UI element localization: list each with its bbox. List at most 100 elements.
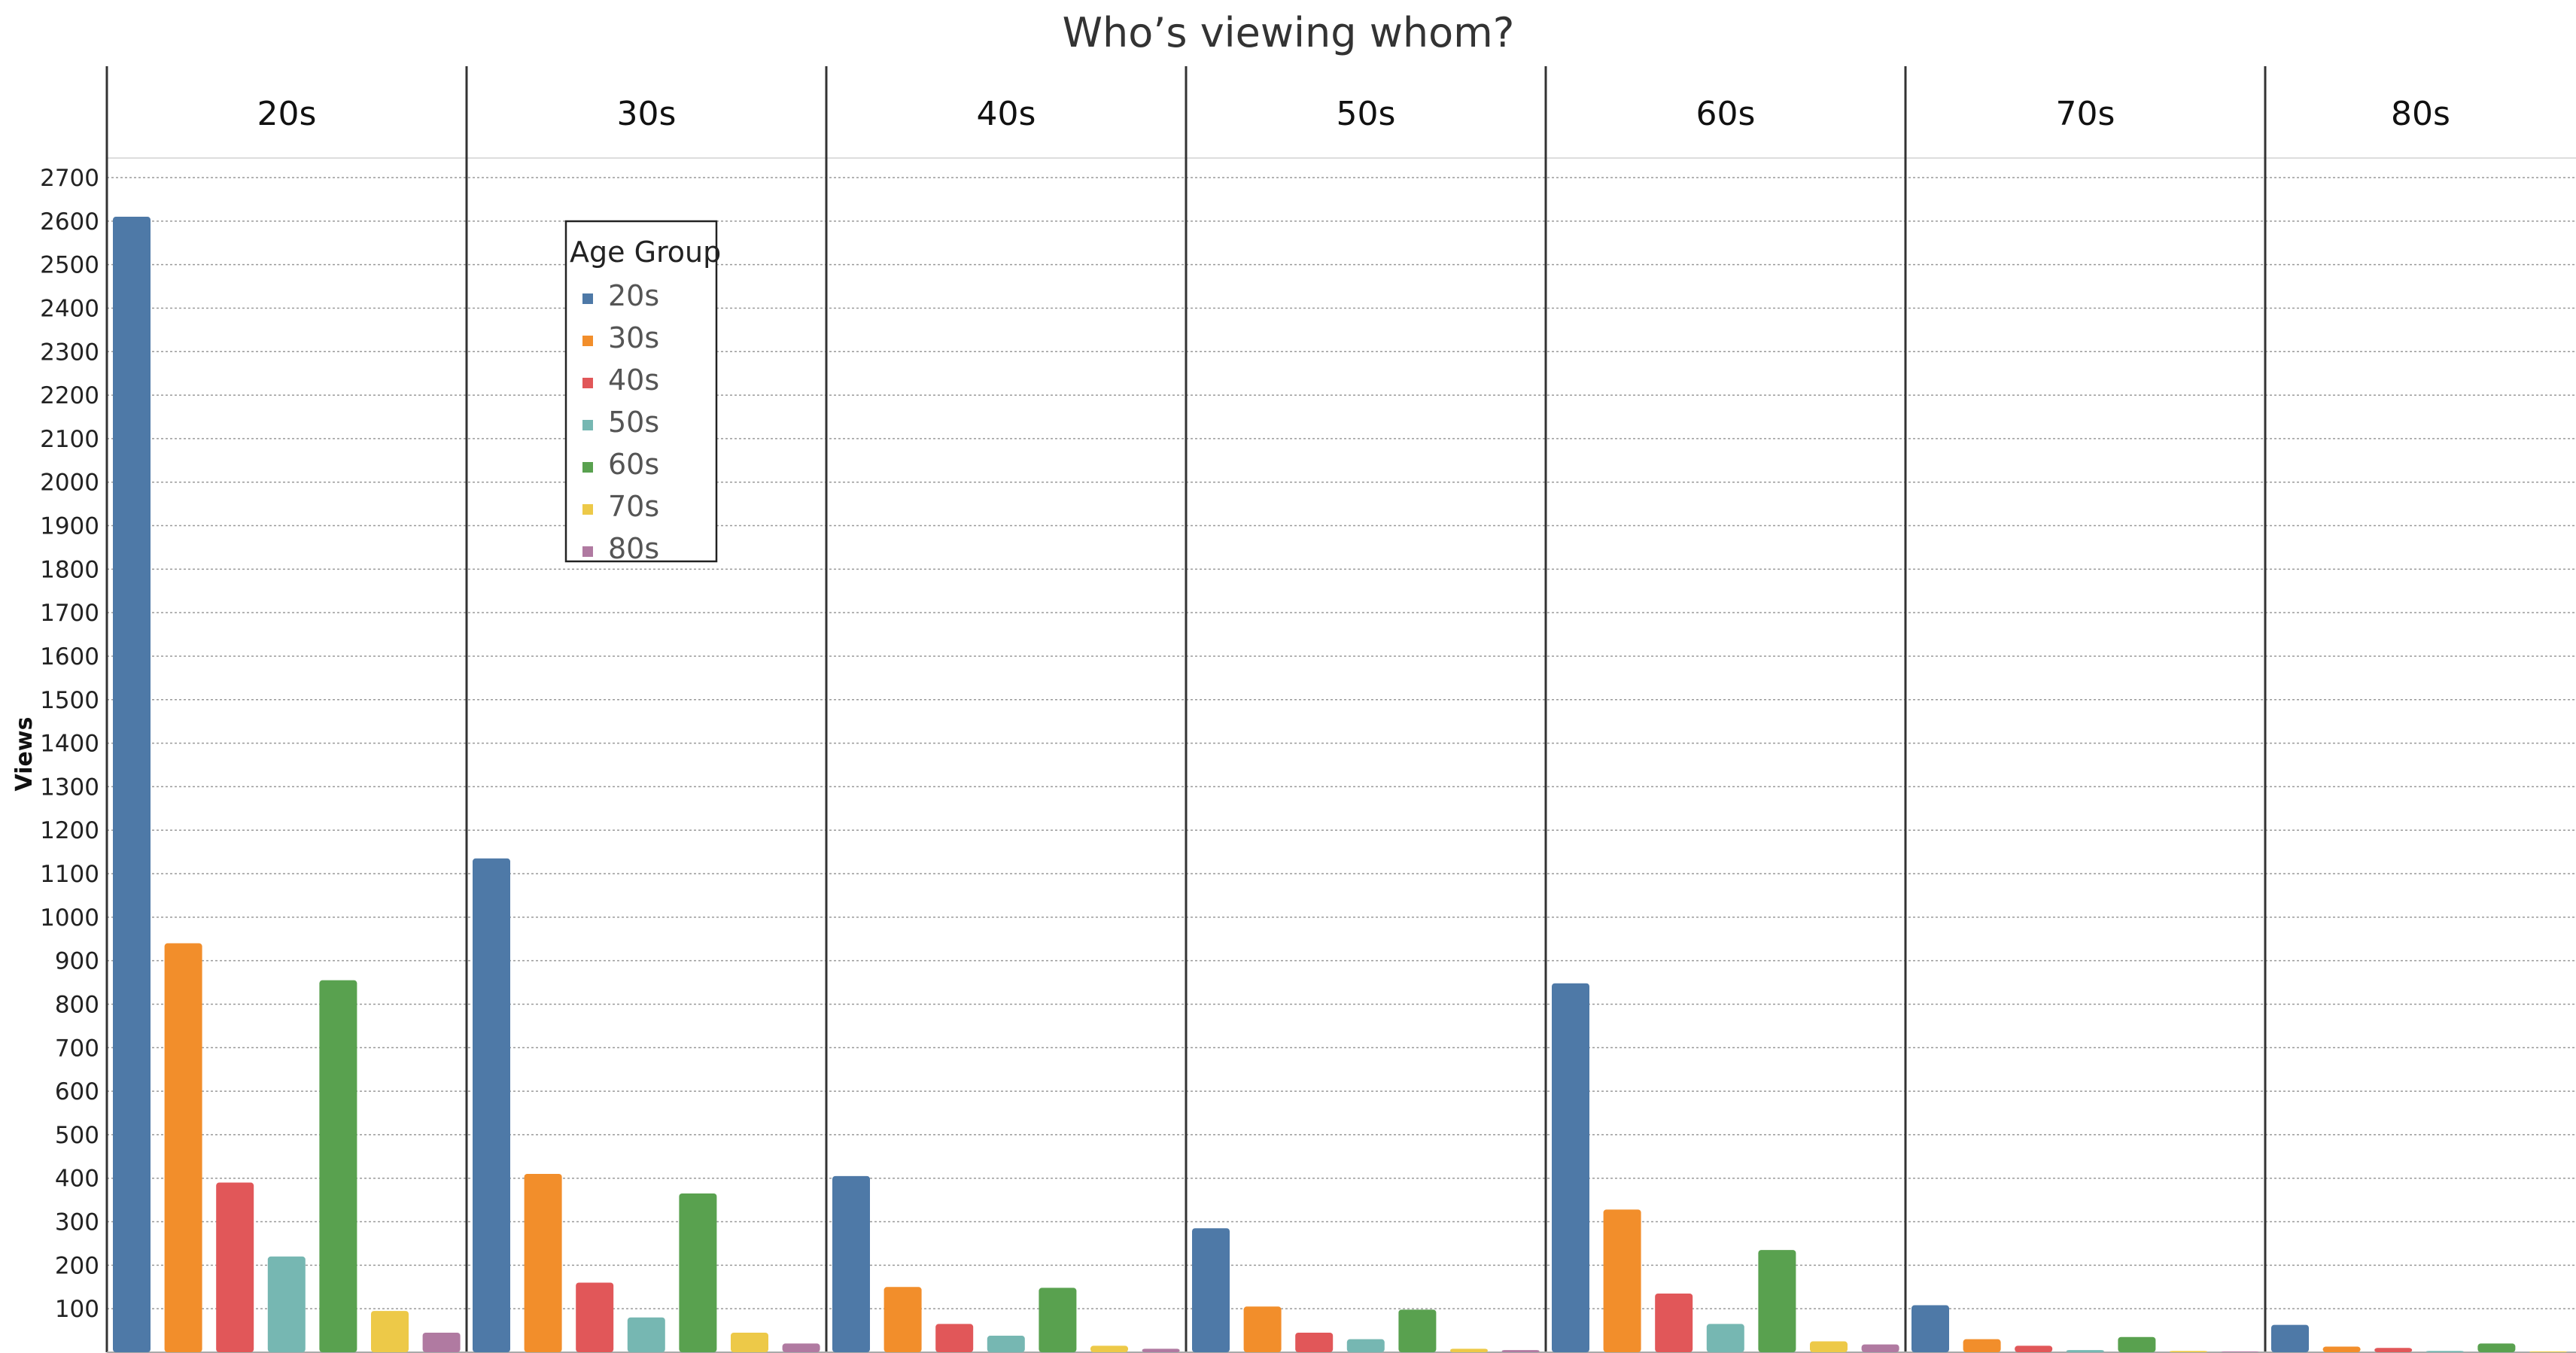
y-tick-label: 2000 [40, 470, 99, 497]
bar [782, 1343, 820, 1352]
bar [2170, 1351, 2207, 1352]
bar [832, 1175, 870, 1352]
y-tick-label: 800 [55, 991, 99, 1018]
bar [1911, 1305, 1949, 1352]
bar [884, 1287, 922, 1352]
legend-swatch [582, 504, 593, 515]
panels: 20s 30s 40s 50s 60s 70s 80s [105, 66, 2576, 1353]
legend-swatch [582, 462, 593, 473]
bar [1603, 1209, 1641, 1352]
y-tick-label: 2500 [40, 252, 99, 279]
y-tick-label: 1600 [40, 643, 99, 670]
bar [422, 1332, 461, 1352]
y-tick-label: 2300 [40, 339, 99, 366]
bar [473, 858, 510, 1352]
bar [371, 1311, 409, 1352]
legend-swatch [582, 420, 593, 430]
y-tick-label: 1400 [40, 731, 99, 758]
y-tick-label: 600 [55, 1078, 99, 1105]
legend-label: 70s [608, 490, 659, 523]
bar [731, 1332, 768, 1352]
bar [1090, 1345, 1128, 1352]
y-tick-label: 400 [55, 1166, 99, 1193]
y-tick-label: 1200 [40, 817, 99, 844]
bar [2425, 1351, 2464, 1352]
legend-swatch [582, 378, 593, 388]
bar [1039, 1288, 1077, 1352]
legend: Age Group 20s 30s 40s 50s 60s 70s 80s [564, 220, 721, 565]
bar [935, 1324, 974, 1352]
y-tick-label: 1000 [40, 905, 99, 932]
bar [627, 1317, 665, 1352]
bar [1758, 1250, 1796, 1352]
bar [267, 1256, 306, 1352]
legend-label: 20s [608, 279, 659, 312]
y-tick-label: 200 [55, 1252, 99, 1279]
panel-label: 80s [2391, 95, 2450, 133]
bar [2221, 1351, 2259, 1352]
bar [1963, 1339, 2001, 1352]
bar [2322, 1346, 2361, 1352]
bar [576, 1282, 614, 1352]
bar [1552, 983, 1589, 1352]
y-tick-label: 1900 [40, 513, 99, 540]
bar [1861, 1344, 1899, 1352]
y-tick-label: 1800 [40, 556, 99, 583]
bar [1398, 1309, 1437, 1352]
legend-label: 60s [608, 448, 659, 481]
bar [1501, 1350, 1540, 1352]
legend-label: 30s [608, 321, 659, 354]
bar [319, 980, 357, 1352]
bar [1243, 1306, 1282, 1352]
y-tick-label: 2700 [40, 165, 99, 192]
bar [1450, 1348, 1488, 1352]
bar [524, 1173, 562, 1352]
legend-label: 40s [608, 363, 659, 397]
y-tick-label: 1100 [40, 861, 99, 888]
y-tick-label: 2100 [40, 426, 99, 453]
bar [2015, 1345, 2053, 1352]
y-axis-ticks: 100 200 300 400 500 600 700 800 900 1000 1100 1200 1… [40, 165, 99, 1323]
y-tick-label: 1300 [40, 774, 99, 801]
legend-label: 80s [608, 532, 659, 565]
y-axis-label: Views [11, 717, 38, 792]
y-tick-label: 300 [55, 1209, 99, 1236]
bar [1706, 1324, 1744, 1352]
bar [1346, 1339, 1385, 1352]
panel-label: 40s [977, 95, 1036, 133]
y-tick-label: 2400 [40, 295, 99, 322]
bar [1810, 1341, 1848, 1352]
bar [1142, 1348, 1180, 1352]
bar [2477, 1343, 2516, 1352]
panel-label: 70s [2056, 95, 2115, 133]
bar [987, 1336, 1025, 1352]
panel-label: 30s [617, 95, 677, 133]
y-tick-label: 1500 [40, 687, 99, 714]
panel-label: 60s [1696, 95, 1756, 133]
y-tick-label: 500 [55, 1122, 99, 1149]
y-tick-label: 2600 [40, 208, 99, 236]
bar [113, 217, 151, 1352]
bar [216, 1182, 254, 1352]
bar [164, 943, 202, 1352]
y-tick-label: 1700 [40, 600, 99, 627]
legend-title: Age Group [570, 236, 721, 269]
bar [2529, 1351, 2567, 1352]
y-tick-label: 900 [55, 948, 99, 975]
chart-title: Who’s viewing whom? [1063, 9, 1515, 56]
bar [2118, 1336, 2156, 1352]
bar [2374, 1348, 2413, 1352]
bar [1295, 1332, 1334, 1352]
bars [113, 217, 2567, 1352]
y-tick-label: 2200 [40, 382, 99, 409]
panel-label: 50s [1337, 95, 1396, 133]
legend-label: 50s [608, 406, 659, 439]
legend-swatch [582, 546, 593, 557]
panel-label: 20s [257, 95, 317, 133]
bar [679, 1193, 717, 1352]
y-tick-label: 100 [55, 1296, 99, 1323]
legend-swatch [582, 336, 593, 346]
bar [2066, 1350, 2104, 1352]
bar [1655, 1293, 1693, 1352]
